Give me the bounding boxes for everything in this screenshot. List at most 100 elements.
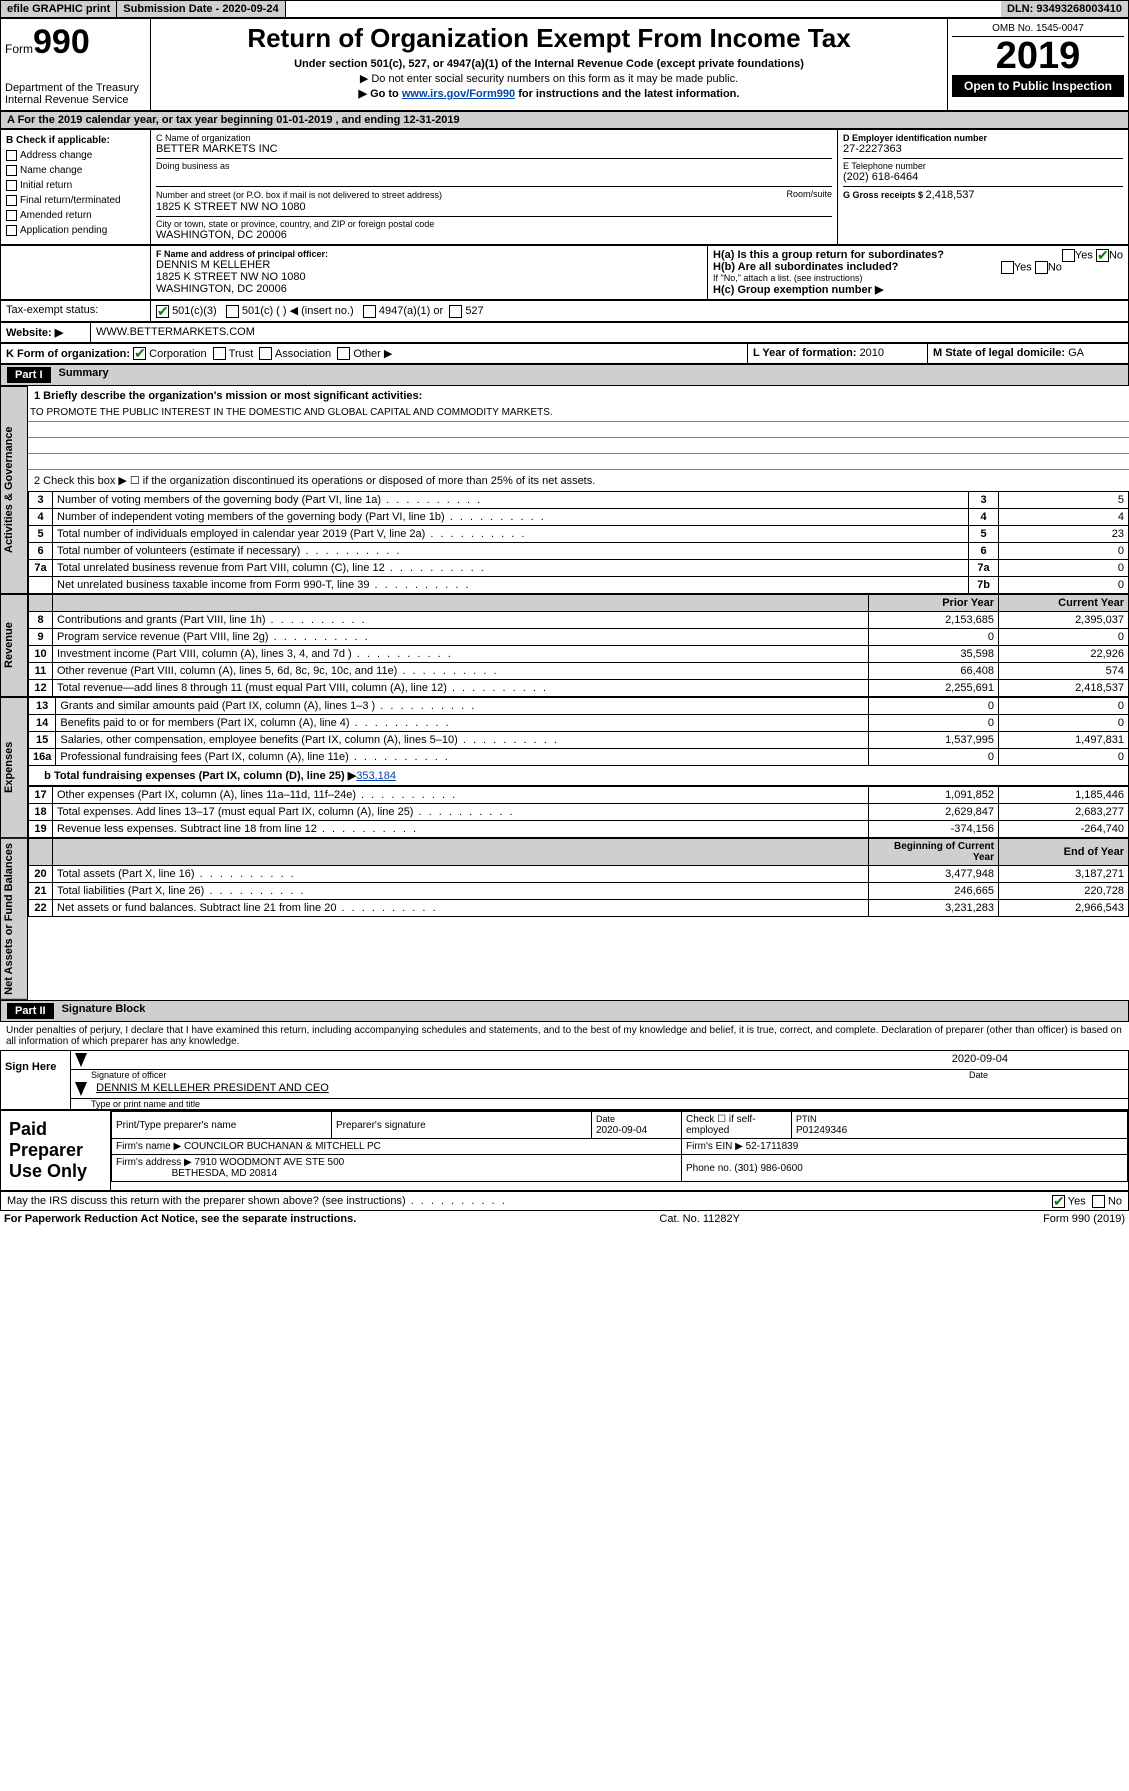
- cb-address-change[interactable]: Address change: [6, 148, 145, 163]
- cb-name-change[interactable]: Name change: [6, 163, 145, 178]
- cb-other[interactable]: [337, 347, 350, 360]
- mission-text: TO PROMOTE THE PUBLIC INTEREST IN THE DO…: [28, 406, 1129, 422]
- sign-here-block: Sign Here 2020-09-04 Signature of office…: [0, 1050, 1129, 1110]
- h-block: H(a) Is this a group return for subordin…: [708, 246, 1128, 299]
- org-address: 1825 K STREET NW NO 1080: [156, 201, 832, 213]
- year-box: OMB No. 1545-0047 2019 Open to Public In…: [948, 19, 1128, 110]
- form-title: Return of Organization Exempt From Incom…: [155, 23, 943, 54]
- current-year-header: Current Year: [999, 595, 1129, 612]
- table-row: 9Program service revenue (Part VIII, lin…: [29, 629, 1129, 646]
- part1-name: Summary: [59, 367, 109, 383]
- arrow-line-2: ▶ Go to www.irs.gov/Form990 for instruct…: [155, 87, 943, 100]
- g-label: G Gross receipts $: [843, 190, 926, 200]
- cb-4947[interactable]: [363, 305, 376, 318]
- sign-here-label: Sign Here: [1, 1051, 71, 1109]
- revenue-table: Prior YearCurrent Year 8Contributions an…: [28, 594, 1129, 697]
- sig-officer-line[interactable]: 2020-09-04: [71, 1051, 1128, 1070]
- tax-year: 2019: [952, 37, 1124, 75]
- cb-final-return[interactable]: Final return/terminated: [6, 193, 145, 208]
- org-city: WASHINGTON, DC 20006: [156, 229, 832, 241]
- name-address-col: C Name of organization BETTER MARKETS IN…: [151, 130, 838, 244]
- m-state: M State of legal domicile: GA: [928, 344, 1128, 364]
- cb-discuss-yes[interactable]: [1052, 1195, 1065, 1208]
- perjury-declaration: Under penalties of perjury, I declare th…: [0, 1022, 1129, 1050]
- mission-blank1: [28, 422, 1129, 438]
- f-label: F Name and address of principal officer:: [156, 249, 702, 259]
- city-label: City or town, state or province, country…: [156, 219, 832, 229]
- top-bar: efile GRAPHIC print Submission Date - 20…: [0, 0, 1129, 18]
- paid-preparer-label: Paid Preparer Use Only: [1, 1111, 111, 1190]
- firm-addr-row: Firm's address ▶ 7910 WOODMONT AVE STE 5…: [112, 1155, 682, 1182]
- hb-row: H(b) Are all subordinates included? Yes …: [713, 261, 1123, 273]
- i-options: 501(c)(3) 501(c) ( ) ◀ (insert no.) 4947…: [151, 301, 1128, 321]
- arrow-icon: [75, 1053, 87, 1067]
- form-number: 990: [33, 23, 90, 61]
- typed-sublabel: Type or print name and title: [71, 1099, 1128, 1109]
- dln: DLN: 93493268003410: [1001, 1, 1128, 17]
- footer-mid: Cat. No. 11282Y: [659, 1213, 740, 1225]
- part1-badge: Part I: [7, 367, 51, 383]
- footer-left: For Paperwork Reduction Act Notice, see …: [4, 1213, 356, 1225]
- website-value[interactable]: WWW.BETTERMARKETS.COM: [91, 323, 1128, 342]
- expenses-table: 13Grants and similar amounts paid (Part …: [28, 697, 1129, 766]
- eoy-header: End of Year: [999, 839, 1129, 866]
- footer: For Paperwork Reduction Act Notice, see …: [0, 1211, 1129, 1227]
- e-label: E Telephone number: [843, 158, 1123, 171]
- cb-527[interactable]: [449, 305, 462, 318]
- cb-501c3[interactable]: [156, 305, 169, 318]
- k-options: K Form of organization: Corporation Trus…: [1, 344, 748, 364]
- cb-trust[interactable]: [213, 347, 226, 360]
- c-label: C Name of organization: [156, 133, 832, 143]
- submission-date: Submission Date - 2020-09-24: [117, 1, 285, 17]
- hb-note: If "No," attach a list. (see instruction…: [713, 273, 1123, 283]
- table-row: 4Number of independent voting members of…: [29, 509, 1129, 526]
- dba-label: Doing business as: [156, 158, 832, 171]
- i-label: Tax-exempt status:: [1, 301, 151, 321]
- form-word: Form: [5, 42, 33, 56]
- cb-501c[interactable]: [226, 305, 239, 318]
- table-row: 16aProfessional fundraising fees (Part I…: [29, 749, 1129, 766]
- boy-header: Beginning of Current Year: [869, 839, 999, 866]
- cb-discuss-no[interactable]: [1092, 1195, 1105, 1208]
- open-public-badge: Open to Public Inspection: [952, 75, 1124, 97]
- part2-badge: Part II: [7, 1003, 54, 1019]
- b-heading: B Check if applicable:: [6, 133, 145, 148]
- fundraising-link[interactable]: 353,184: [356, 770, 396, 782]
- table-row: Net unrelated business taxable income fr…: [29, 577, 1129, 594]
- prep-self-emp[interactable]: Check ☐ if self-employed: [682, 1112, 792, 1139]
- line2: 2 Check this box ▶ ☐ if the organization…: [28, 470, 1129, 491]
- identity-block: B Check if applicable: Address change Na…: [0, 129, 1129, 245]
- mission-blank2: [28, 438, 1129, 454]
- hc-row: H(c) Group exemption number ▶: [713, 283, 1123, 296]
- officer-name: DENNIS M KELLEHER: [156, 259, 702, 271]
- part1-body: Activities & Governance 1 Briefly descri…: [0, 386, 1129, 594]
- cb-corp[interactable]: [133, 347, 146, 360]
- cb-app-pending[interactable]: Application pending: [6, 223, 145, 238]
- table-row: 12Total revenue—add lines 8 through 11 (…: [29, 680, 1129, 697]
- table-row: 17Other expenses (Part IX, column (A), l…: [29, 787, 1129, 804]
- table-row: 8Contributions and grants (Part VIII, li…: [29, 612, 1129, 629]
- form990-link[interactable]: www.irs.gov/Form990: [402, 88, 515, 100]
- phone-value: (202) 618-6464: [843, 171, 1123, 183]
- date-sublabel: Date: [969, 1070, 988, 1080]
- line16b: b Total fundraising expenses (Part IX, c…: [28, 766, 1129, 786]
- table-row: 6Total number of volunteers (estimate if…: [29, 543, 1129, 560]
- sig-date: 2020-09-04: [952, 1053, 1008, 1065]
- sig-officer-sublabel: Signature of officer: [91, 1070, 166, 1080]
- irs-discuss-row: May the IRS discuss this return with the…: [0, 1191, 1129, 1211]
- firm-ein-row: Firm's EIN ▶ 52-1711839: [682, 1139, 1128, 1155]
- efile-label[interactable]: efile GRAPHIC print: [1, 1, 117, 17]
- addr-row: Number and street (or P.O. box if mail i…: [156, 186, 832, 213]
- prep-date: Date2020-09-04: [592, 1112, 682, 1139]
- cb-amended[interactable]: Amended return: [6, 208, 145, 223]
- table-row: 3Number of voting members of the governi…: [29, 492, 1129, 509]
- arrow-line-1: ▶ Do not enter social security numbers o…: [155, 72, 943, 85]
- officer-addr1: 1825 K STREET NW NO 1080: [156, 271, 702, 283]
- table-row: 22Net assets or fund balances. Subtract …: [29, 900, 1129, 917]
- paid-preparer-block: Paid Preparer Use Only Print/Type prepar…: [0, 1110, 1129, 1191]
- cb-assoc[interactable]: [259, 347, 272, 360]
- l-year: L Year of formation: 2010: [748, 344, 928, 364]
- cb-initial-return[interactable]: Initial return: [6, 178, 145, 193]
- gross-receipts: 2,418,537: [926, 189, 975, 201]
- officer-addr2: WASHINGTON, DC 20006: [156, 283, 702, 295]
